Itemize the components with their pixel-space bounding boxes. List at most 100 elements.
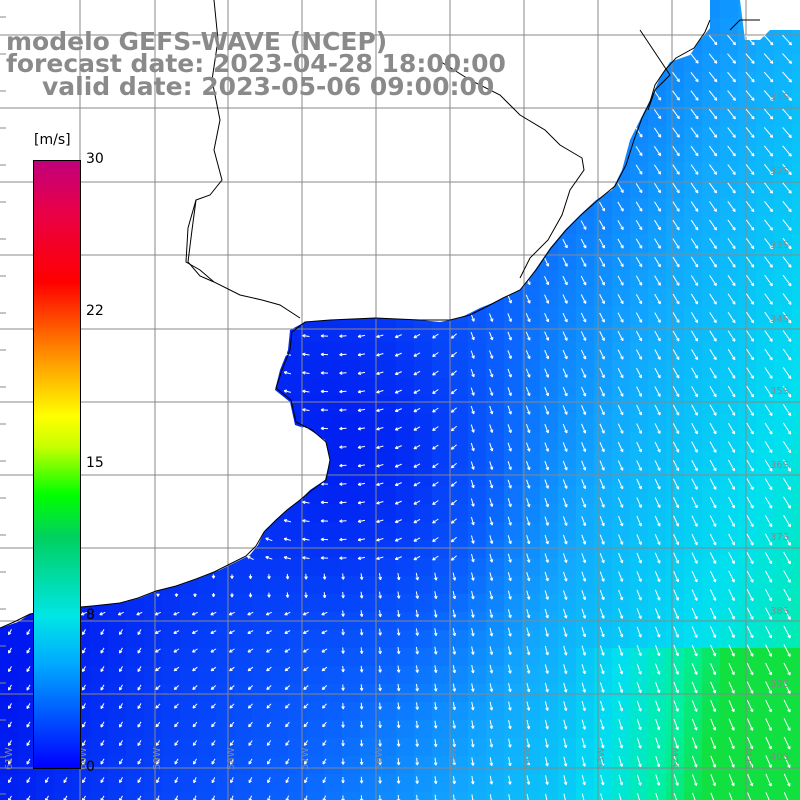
wind-arrow (782, 34, 793, 46)
wind-arrow (230, 574, 234, 579)
wind-arrow (452, 739, 457, 748)
wind-arrow (303, 648, 309, 653)
wind-arrow (470, 405, 475, 415)
wind-arrow (764, 311, 773, 324)
wind-arrow (581, 645, 586, 656)
wind-arrow (764, 552, 773, 565)
wind-arrow (618, 682, 624, 693)
wind-arrow (691, 718, 698, 731)
wind-arrow (727, 108, 736, 120)
wind-arrow (636, 552, 642, 564)
wind-arrow (617, 257, 624, 268)
wind-arrow (211, 758, 216, 765)
wind-arrow (394, 463, 402, 468)
wind-arrow (173, 703, 179, 709)
wind-arrow (691, 478, 698, 490)
wind-arrow (599, 386, 605, 397)
wind-arrow (376, 390, 384, 394)
wind-arrow (618, 700, 624, 712)
wind-arrow (599, 220, 606, 230)
land-mask (0, 0, 800, 628)
wind-arrow (432, 463, 439, 469)
wind-arrow (489, 368, 494, 378)
wind-arrow (654, 330, 661, 342)
wind-arrow (526, 608, 531, 619)
wind-arrow (635, 164, 643, 175)
wind-arrow (691, 496, 698, 509)
wind-arrow (783, 570, 791, 583)
wind-arrow (507, 294, 512, 304)
wind-arrow (782, 422, 792, 435)
wind-arrow (782, 127, 792, 139)
wind-arrow (173, 611, 180, 616)
wind-arrow (192, 685, 198, 690)
wind-arrow (432, 481, 439, 487)
wind-arrow (710, 644, 717, 657)
wind-arrow (266, 685, 272, 690)
wind-arrow (544, 294, 550, 304)
wind-arrow (654, 349, 661, 360)
wind-arrow (764, 164, 774, 176)
wind-arrow (526, 775, 531, 785)
wind-arrow (783, 718, 791, 731)
lat-label: 34S (770, 314, 789, 325)
wind-arrow (618, 737, 624, 749)
wind-arrow (247, 703, 253, 709)
wind-arrow (727, 219, 736, 231)
wind-arrow (636, 515, 642, 527)
wind-arrow (672, 441, 680, 453)
wind-arrow (470, 479, 475, 489)
wind-arrow (433, 757, 438, 766)
wind-arrow (563, 627, 568, 638)
wind-arrow (413, 555, 421, 561)
wind-arrow (654, 608, 661, 620)
wind-arrow (635, 293, 643, 305)
wind-arrow (302, 389, 310, 394)
wind-arrow (763, 145, 774, 157)
wind-arrow (617, 404, 624, 416)
wind-arrow (709, 496, 717, 509)
wind-arrow (599, 405, 605, 416)
wind-arrow (359, 610, 364, 617)
wind-arrow (653, 164, 662, 175)
wind-arrow (339, 482, 347, 486)
wind-arrow (544, 479, 549, 489)
wind-arrow (673, 755, 679, 768)
wind-arrow (765, 773, 772, 787)
wind-arrow (544, 756, 549, 767)
wind-arrow (394, 556, 402, 561)
wind-arrow (359, 776, 364, 784)
wind-arrow (321, 666, 328, 672)
wind-arrow (617, 294, 624, 305)
wind-arrow (709, 515, 717, 527)
wind-arrow (691, 533, 698, 546)
wind-arrow (581, 793, 585, 800)
wind-arrow (581, 719, 586, 730)
wind-arrow (450, 444, 457, 450)
wind-arrow (727, 201, 736, 213)
wind-arrow (709, 164, 718, 175)
wind-arrow (691, 681, 698, 694)
wind-arrow (526, 738, 531, 748)
wind-arrow (763, 71, 774, 83)
wind-arrow (672, 330, 680, 342)
colorbar-tick-0: 0 (86, 759, 95, 775)
wind-arrow (526, 756, 531, 767)
wind-arrow (526, 479, 531, 489)
wind-arrow (192, 648, 198, 653)
wind-arrow (394, 482, 402, 487)
wind-arrow (119, 740, 123, 747)
wind-arrow (599, 682, 605, 693)
wind-arrow (672, 256, 680, 268)
wind-arrow (100, 740, 105, 747)
wind-arrow (339, 445, 347, 449)
wind-arrow (746, 681, 754, 694)
wind-arrow (433, 646, 438, 655)
wind-arrow (710, 755, 717, 768)
wind-arrow (525, 368, 531, 378)
wind-arrow (708, 53, 718, 64)
wind-arrow (100, 721, 105, 728)
wind-arrow (302, 352, 310, 357)
wind-arrow (581, 738, 586, 749)
wind-arrow (654, 626, 661, 638)
